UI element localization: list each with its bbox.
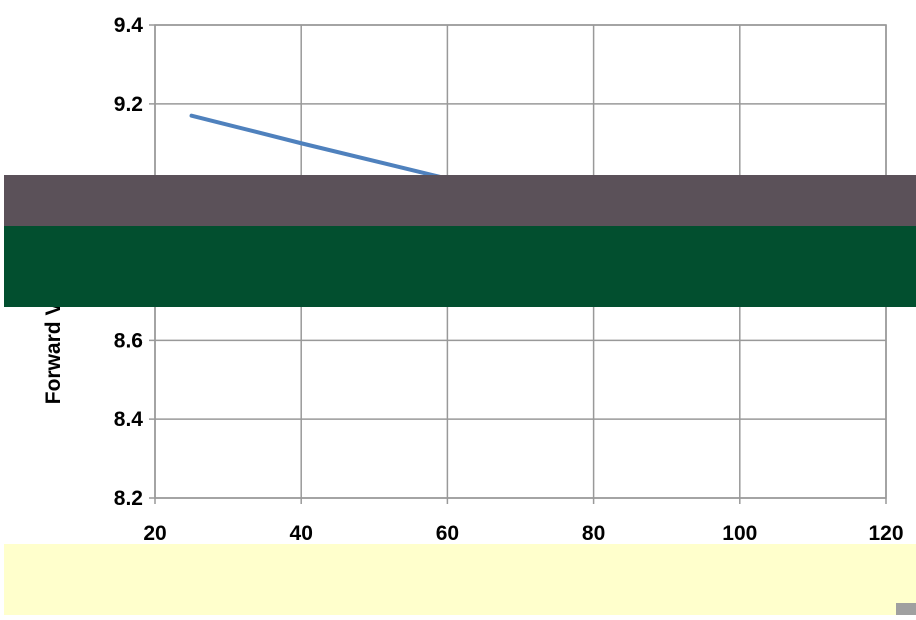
x-tick-label: 40: [290, 522, 313, 545]
x-tick-label: 100: [722, 522, 757, 545]
corner-chip: [896, 603, 916, 615]
y-tick-label: 9.4: [114, 14, 144, 37]
y-tick-label: 8.2: [114, 487, 143, 510]
x-tick-label: 60: [436, 522, 459, 545]
x-tick-label: 80: [582, 522, 605, 545]
obscured-band-footer: [4, 544, 916, 615]
y-tick-label: 8.6: [114, 329, 143, 352]
y-tick-label: 8.4: [114, 408, 144, 431]
x-tick-label: 120: [868, 522, 903, 545]
x-tick-label: 20: [143, 522, 166, 545]
obscured-band-bottom: [4, 226, 916, 307]
y-tick-label: 9.2: [114, 93, 143, 116]
